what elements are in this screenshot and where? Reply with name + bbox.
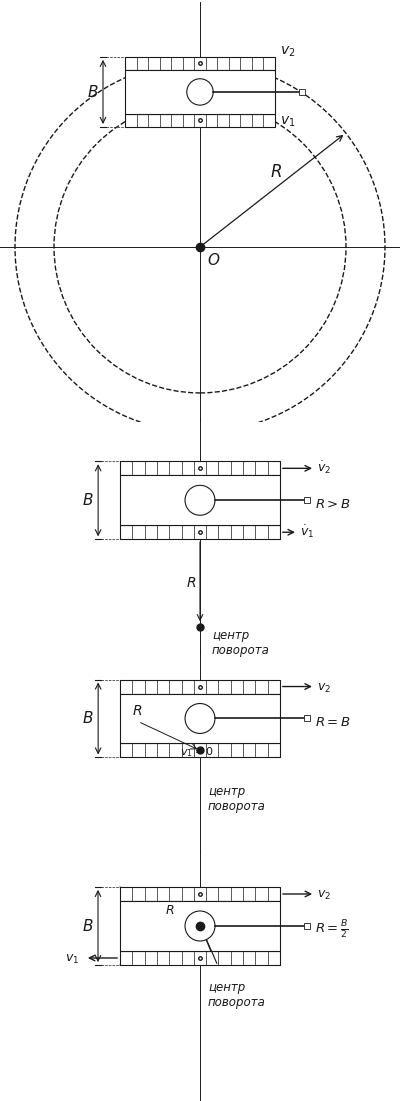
Bar: [120, 679, 280, 694]
Text: $R$: $R$: [270, 163, 282, 181]
Bar: [120, 476, 280, 525]
Bar: [120, 743, 280, 757]
Bar: [299, 89, 305, 95]
Text: $R$: $R$: [165, 904, 174, 917]
Text: $\dot{v}_2$: $\dot{v}_2$: [317, 460, 331, 477]
Bar: [120, 461, 280, 476]
Bar: [304, 498, 310, 503]
Bar: [125, 57, 275, 70]
Text: $B$: $B$: [82, 710, 94, 727]
Text: $v_2$: $v_2$: [280, 45, 296, 59]
Text: $R$: $R$: [132, 705, 142, 719]
Circle shape: [185, 911, 215, 941]
Bar: [304, 923, 310, 929]
Text: $v_2$: $v_2$: [317, 682, 331, 695]
Bar: [304, 716, 310, 721]
Bar: [120, 525, 280, 539]
Text: $v_1$: $v_1$: [280, 115, 296, 129]
Text: $v_1=0$: $v_1=0$: [180, 745, 214, 760]
Text: $R>B$: $R>B$: [315, 499, 351, 511]
Text: O: O: [207, 253, 219, 268]
Bar: [120, 887, 280, 901]
Text: $R$: $R$: [186, 576, 196, 590]
Circle shape: [185, 704, 215, 733]
Text: $R=B$: $R=B$: [315, 717, 350, 730]
Bar: [125, 113, 275, 127]
Text: $v_2$: $v_2$: [317, 889, 331, 902]
Text: $R=\frac{B}{2}$: $R=\frac{B}{2}$: [315, 919, 349, 941]
Text: центр
поворота: центр поворота: [208, 981, 266, 1009]
Circle shape: [185, 486, 215, 515]
Text: $B$: $B$: [82, 918, 94, 934]
Text: $B$: $B$: [82, 492, 94, 509]
Text: $B$: $B$: [87, 84, 98, 100]
Text: центр
поворота: центр поворота: [208, 785, 266, 814]
Bar: [120, 951, 280, 964]
Text: центр
поворота: центр поворота: [212, 629, 270, 657]
Text: $v_1$: $v_1$: [65, 953, 79, 966]
Bar: [120, 694, 280, 743]
Text: $\dot{v}_1$: $\dot{v}_1$: [300, 524, 314, 541]
Bar: [125, 70, 275, 113]
Bar: [120, 901, 280, 951]
Circle shape: [187, 79, 213, 105]
